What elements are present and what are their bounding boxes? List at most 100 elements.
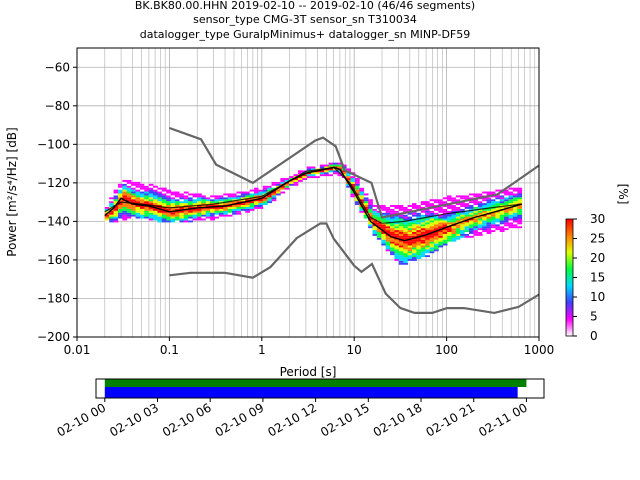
density-cell — [135, 189, 141, 192]
density-cell — [175, 218, 180, 221]
density-cell — [350, 191, 356, 194]
density-cell — [464, 208, 470, 211]
density-cell — [319, 166, 325, 169]
density-cell — [258, 189, 264, 192]
density-cell — [508, 187, 514, 190]
density-cell — [504, 201, 509, 204]
density-cell — [319, 172, 325, 175]
density-cell — [425, 249, 430, 252]
density-cell — [451, 216, 457, 219]
density-cell — [508, 210, 514, 213]
density-cell — [284, 187, 290, 190]
density-cell — [517, 218, 523, 221]
density-cell — [161, 201, 167, 204]
density-cell — [464, 216, 470, 219]
density-cell — [420, 249, 426, 252]
density-cell — [473, 193, 479, 196]
density-cell — [398, 235, 404, 238]
density-cell — [469, 193, 474, 196]
density-cell — [486, 231, 492, 234]
density-cell — [183, 197, 189, 200]
density-cell — [153, 199, 158, 202]
density-cell — [284, 185, 290, 188]
density-cell — [153, 195, 158, 198]
density-cell — [429, 201, 435, 204]
density-cell — [218, 197, 224, 200]
density-cell — [359, 206, 365, 209]
density-cell — [267, 193, 272, 196]
density-cell — [455, 228, 461, 231]
density-cell — [144, 214, 150, 217]
density-cell — [254, 189, 259, 192]
density-cell — [425, 231, 430, 234]
density-cell — [451, 212, 457, 215]
density-cell — [394, 222, 400, 225]
density-cell — [433, 218, 439, 221]
density-cell — [416, 245, 422, 248]
density-cell — [350, 195, 356, 198]
density-cell — [464, 220, 470, 223]
density-cell — [504, 197, 509, 200]
density-cell — [433, 233, 439, 236]
density-cell — [425, 228, 430, 231]
density-cell — [460, 197, 466, 200]
density-cell — [490, 197, 496, 200]
density-cell — [363, 216, 369, 219]
density-cell — [153, 210, 158, 213]
density-cell — [416, 247, 422, 250]
density-cell — [148, 218, 154, 221]
density-cell — [433, 222, 439, 225]
density-cell — [464, 201, 470, 204]
density-cell — [508, 214, 514, 217]
density-cell — [245, 199, 251, 202]
density-cell — [333, 162, 338, 165]
density-cell — [398, 241, 404, 244]
density-cell — [398, 255, 404, 258]
density-cell — [139, 189, 145, 192]
density-cell — [460, 212, 466, 215]
statistic-curves — [104, 166, 522, 242]
density-cell — [495, 220, 501, 223]
density-cell — [429, 241, 435, 244]
density-cell — [390, 205, 395, 207]
density-cell — [346, 183, 351, 186]
density-cell — [499, 191, 505, 194]
density-cell — [354, 181, 360, 184]
density-cell — [398, 245, 404, 248]
density-cell — [420, 233, 426, 236]
density-cell — [508, 220, 514, 223]
density-cell — [433, 239, 439, 242]
density-cell — [170, 216, 176, 219]
density-cell — [381, 231, 387, 234]
density-cell — [201, 208, 207, 211]
density-cell — [429, 220, 435, 223]
density-cell — [179, 203, 185, 206]
density-cell — [416, 231, 422, 234]
density-cell — [139, 187, 145, 190]
density-cell — [372, 216, 378, 219]
density-cell — [455, 224, 461, 227]
density-cell — [161, 216, 167, 219]
density-cell — [455, 216, 461, 219]
density-cell — [447, 239, 452, 242]
density-cell — [179, 214, 185, 217]
density-cell — [153, 197, 158, 200]
density-cell — [425, 212, 430, 215]
density-cell — [376, 212, 382, 215]
density-cell — [482, 226, 488, 229]
density-cell — [346, 185, 351, 188]
density-cell — [455, 230, 461, 232]
density-cell — [117, 208, 123, 211]
density-cell — [464, 212, 470, 215]
density-cell — [175, 191, 180, 194]
density-cell — [254, 206, 259, 209]
density-cell — [319, 164, 325, 167]
density-cell — [504, 222, 509, 225]
density-cell — [433, 199, 439, 202]
density-cell — [157, 195, 163, 198]
density-cell — [223, 212, 229, 215]
density-cell — [188, 210, 193, 213]
density-cell — [438, 245, 444, 248]
density-cell — [104, 220, 110, 223]
title-line-1: BK.BK80.00.HHN 2019-02-10 -- 2019-02-10 … — [135, 0, 475, 12]
